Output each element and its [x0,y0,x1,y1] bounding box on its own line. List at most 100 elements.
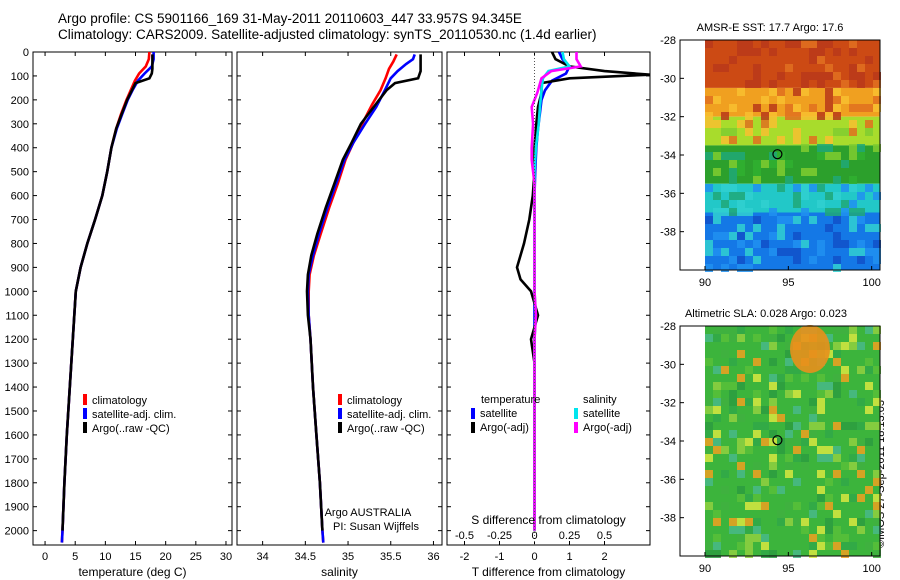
sst-cell [857,144,865,152]
sla-cell [841,422,849,430]
sst-cell [737,264,745,272]
sla-cell [745,494,753,502]
sst-cell [721,128,729,136]
sst-cell [793,192,801,200]
sst-cell [833,152,841,160]
sla-cell [737,334,745,342]
sla-cell [705,334,713,342]
sst-cell [705,152,713,160]
sst-cell [857,80,865,88]
sst-ytick-label: -34 [660,150,676,162]
sla-cell [785,342,793,350]
sst-cell [785,248,793,256]
sla-cell [769,390,777,398]
sla-cell [737,462,745,470]
sst-cell [817,200,825,208]
sla-cell [825,518,833,526]
sst-cell [721,64,729,72]
temperature-xtick-label: 0 [42,551,48,563]
sla-cell [865,358,873,366]
sst-cell [753,72,761,80]
temperature-legend-label: satellite-adj. clim. [92,409,176,421]
sla-cell [809,550,817,558]
sst-cell [801,144,809,152]
sla-cell [737,350,745,358]
sla-cell [849,334,857,342]
sst-cell [737,120,745,128]
sla-cell [857,470,865,478]
sla-cell [761,502,769,510]
sst-cell [809,216,817,224]
sst-cell [729,128,737,136]
sla-cell [785,518,793,526]
sla-cell [873,398,881,406]
sst-cell [713,192,721,200]
temperature-legend-swatch [83,422,87,433]
sst-cell [849,128,857,136]
sst-cell [753,48,761,56]
sst-cell [745,120,753,128]
sst-cell [793,136,801,144]
sst-cell [737,40,745,48]
sst-cell [721,264,729,272]
temp-legend-label: Argo(-adj) [480,422,529,434]
sla-cell [865,542,873,550]
difference-xtick-label: 2 [601,551,607,563]
sla-cell [769,374,777,382]
sst-cell [769,232,777,240]
sla-cell [873,542,881,550]
sst-cell [817,112,825,120]
sla-cell [833,470,841,478]
sst-cell [801,72,809,80]
sal-legend-swatch [574,422,578,433]
sla-cell [761,342,769,350]
sst-cell [729,136,737,144]
sst-cell [865,224,873,232]
sst-cell [865,128,873,136]
sla-cell [713,398,721,406]
salinity-diff-tick-label: -0.25 [487,530,512,542]
sla-cell [801,462,809,470]
sla-cell [721,502,729,510]
sst-title: AMSR-E SST: 17.7 Argo: 17.6 [697,22,844,34]
sst-cell [833,88,841,96]
depth-tick-label: 500 [11,167,29,179]
salinity-legend-label: Argo(..raw -QC) [347,423,425,435]
sla-cell [721,334,729,342]
sla-cell [793,422,801,430]
sla-cell [849,542,857,550]
sst-cell [849,184,857,192]
temperature-series-2 [61,54,154,531]
sla-cell [809,438,817,446]
sst-cell [817,240,825,248]
sst-cell [753,184,761,192]
sla-cell [825,494,833,502]
sla-cell [777,510,785,518]
sst-cell [705,216,713,224]
temperature-legend-label: Argo(..raw -QC) [92,423,170,435]
sla-cell [817,534,825,542]
sst-cell [841,200,849,208]
sla-cell [745,534,753,542]
sst-cell [777,72,785,80]
sla-cell [785,422,793,430]
sla-cell [865,366,873,374]
sal-legend-label: Argo(-adj) [583,422,632,434]
depth-tick-label: 300 [11,119,29,131]
sst-cell [833,264,841,272]
sla-cell [769,414,777,422]
sst-cell [729,56,737,64]
sla-cell [809,542,817,550]
sst-cell [809,40,817,48]
sla-cell [769,462,777,470]
sla-cell [857,422,865,430]
sla-cell [841,326,849,334]
sst-xtick-label: 100 [862,277,880,289]
sst-cell [737,224,745,232]
sla-cell [777,438,785,446]
sla-cell [729,414,737,422]
sst-cell [873,80,881,88]
depth-tick-label: 1100 [5,310,29,322]
sst-cell [849,208,857,216]
sla-cell [761,406,769,414]
